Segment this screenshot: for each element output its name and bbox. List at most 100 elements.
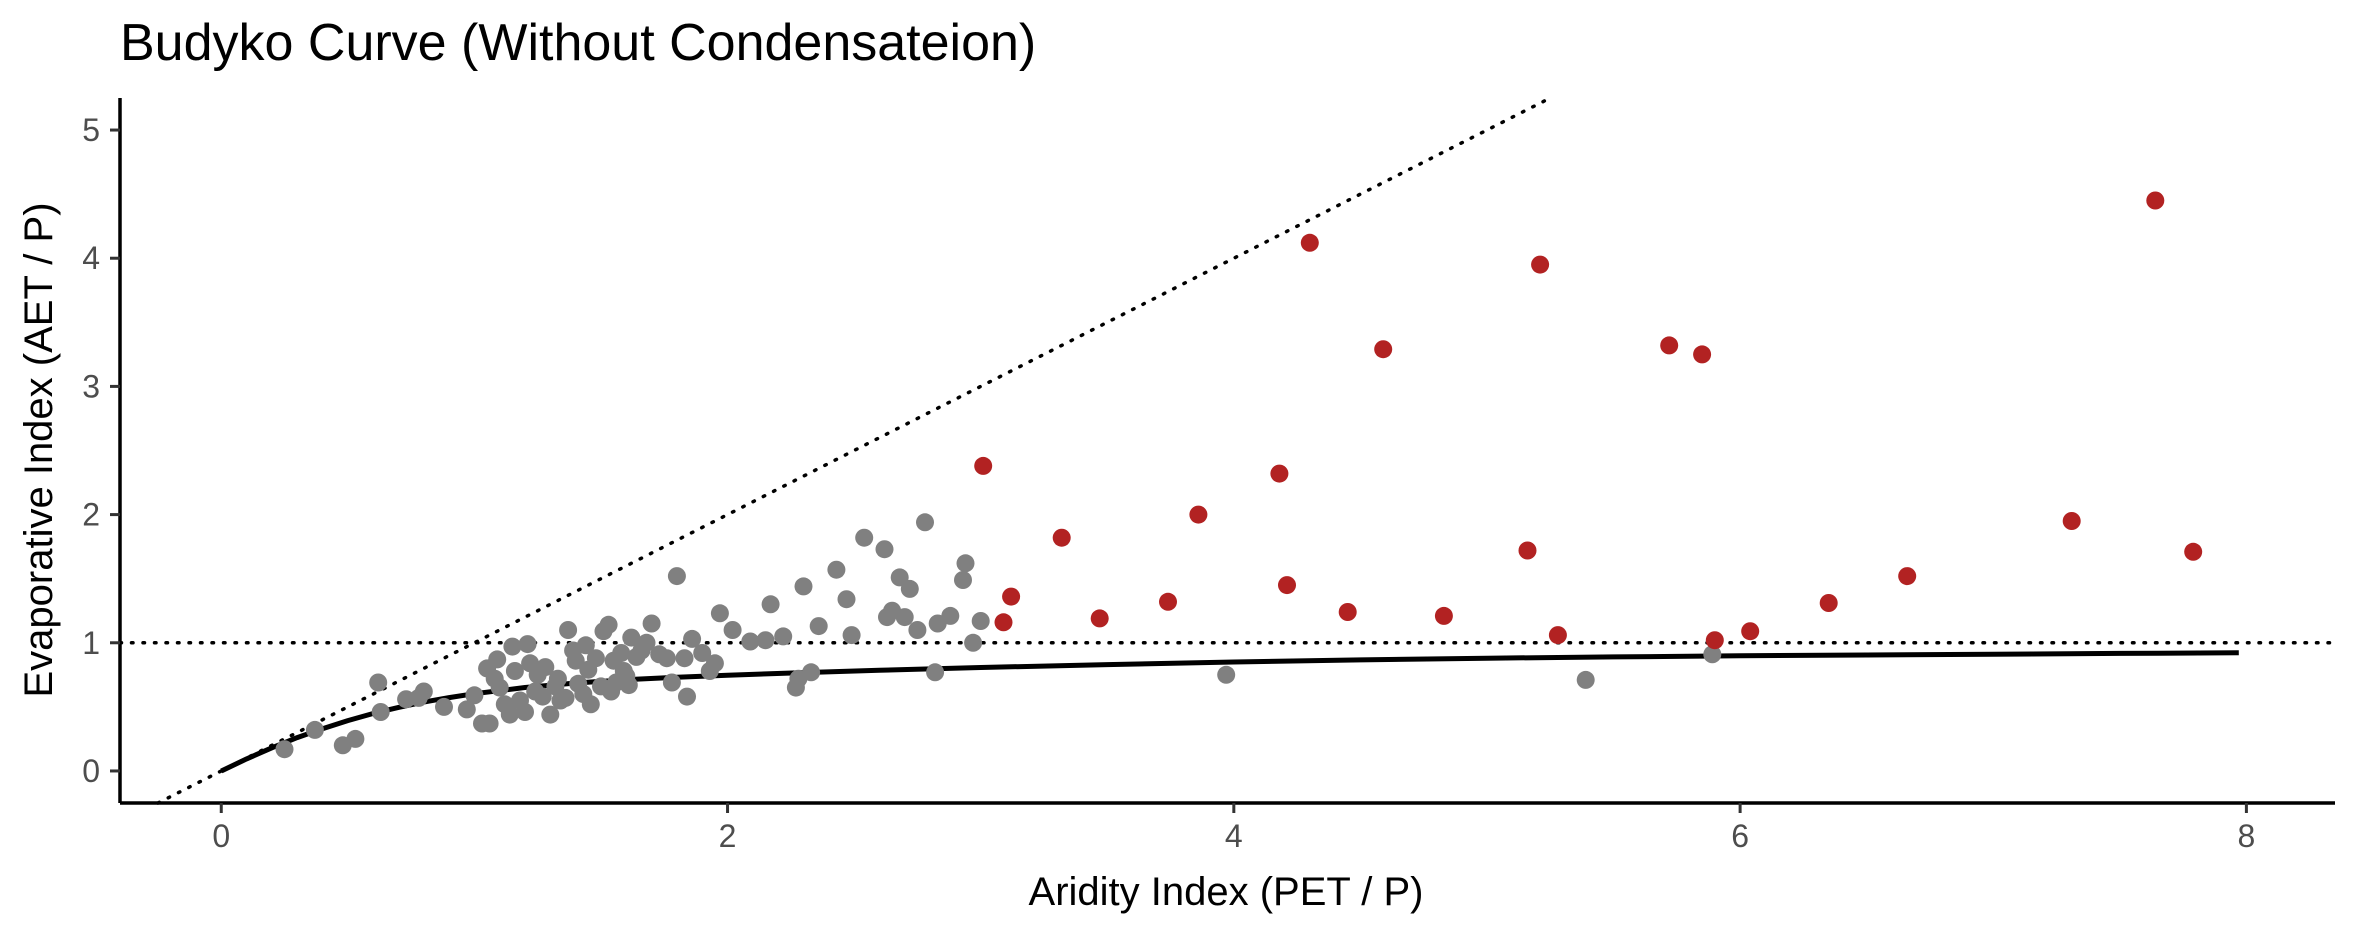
gray-data-point: [305, 720, 324, 739]
red-data-point: [1052, 528, 1071, 547]
gray-data-point: [346, 729, 365, 748]
x-axis-title: Aridity Index (PET / P): [1029, 870, 1424, 914]
gray-data-point: [619, 676, 638, 695]
gray-data-point: [1217, 665, 1236, 684]
gray-data-point: [1576, 670, 1595, 689]
red-data-point: [1434, 606, 1453, 625]
gray-data-point: [802, 663, 821, 682]
gray-data-point: [741, 632, 760, 651]
gray-data-point: [827, 560, 846, 579]
red-data-point: [1819, 594, 1838, 612]
gray-data-point: [457, 700, 476, 719]
gray-data-point: [622, 628, 641, 647]
red-data-point: [1741, 622, 1760, 641]
red-data-point: [1518, 541, 1537, 560]
gray-data-point: [761, 595, 780, 614]
gray-data-point: [488, 650, 507, 669]
red-data-point: [1300, 233, 1319, 252]
red-data-point: [1278, 576, 1296, 595]
gray-data-point: [586, 649, 605, 668]
y-tick-label: 1: [82, 625, 100, 661]
red-data-point: [994, 613, 1013, 632]
y-tick-label: 5: [82, 112, 100, 148]
x-tick-label: 4: [1225, 818, 1243, 854]
gray-data-point: [941, 606, 960, 625]
gray-data-point: [667, 567, 686, 586]
gray-data-point: [369, 673, 388, 692]
gray-data-point: [964, 633, 983, 652]
gray-data-point: [1703, 645, 1722, 664]
gray-data-point: [642, 614, 661, 633]
axes: 0 2 4 6 8 0 1 2 3 4 5: [82, 98, 2335, 854]
red-data-point: [1705, 631, 1724, 650]
gray-data-point: [842, 626, 861, 645]
gray-data-point: [908, 621, 927, 639]
gray-data-point: [536, 658, 555, 677]
red-data-point: [1531, 255, 1550, 274]
gray-data-point: [678, 687, 696, 706]
y-tick-label: 4: [82, 240, 100, 276]
gray-data-point: [275, 740, 294, 759]
gray-data-point: [774, 627, 793, 646]
gray-data-point: [566, 651, 585, 670]
gray-data-point: [576, 636, 595, 655]
red-data-point: [1660, 336, 1679, 355]
y-tick-label: 0: [82, 753, 100, 789]
x-tick-label: 2: [719, 818, 737, 854]
gray-data-point: [675, 649, 694, 668]
gray-data-point: [683, 629, 702, 648]
gray-data-point: [662, 673, 681, 692]
gray-data-point: [693, 644, 712, 662]
x-tick-label: 0: [212, 818, 230, 854]
chart-title: Budyko Curve (Without Condensateion): [120, 14, 1036, 72]
gray-data-point: [710, 604, 729, 623]
gray-data-point: [837, 590, 856, 609]
gray-data-point: [414, 682, 433, 701]
gray-data-point: [637, 633, 656, 652]
gray-data-point: [895, 608, 914, 627]
gray-data-point: [900, 579, 919, 598]
gray-data-point: [599, 615, 618, 634]
energy-limit-line: [156, 96, 1553, 805]
red-data-point: [1898, 567, 1917, 586]
y-tick-label: 3: [82, 368, 100, 404]
x-tick-label: 8: [2238, 818, 2256, 854]
red-data-point: [974, 456, 993, 475]
gray-data-point: [875, 540, 894, 559]
gray-data-point: [559, 621, 578, 639]
gray-data-point: [503, 637, 522, 656]
red-data-point: [1270, 464, 1289, 483]
red-data-point: [2184, 542, 2203, 561]
x-tick-label: 6: [1731, 818, 1749, 854]
gray-data-point: [465, 686, 484, 705]
y-tick-label: 2: [82, 497, 100, 533]
gray-data-point: [794, 577, 813, 596]
gray-data-point: [809, 617, 828, 636]
red-data-point: [2062, 512, 2081, 530]
gray-data-point: [500, 705, 519, 724]
red-data-point: [1189, 505, 1208, 524]
gray-data-point: [556, 688, 575, 707]
scatter-points: [275, 191, 2203, 759]
gray-data-point: [705, 654, 724, 673]
red-data-point: [1002, 587, 1021, 606]
gray-data-point: [518, 635, 537, 654]
gray-data-point: [480, 714, 499, 733]
gray-data-point: [756, 631, 775, 650]
red-data-point: [1374, 340, 1393, 359]
red-data-point: [1090, 609, 1109, 628]
red-data-point: [1159, 592, 1177, 611]
gray-data-point: [954, 571, 972, 589]
gray-data-point: [548, 669, 567, 688]
gray-data-point: [505, 662, 524, 680]
gray-data-point: [533, 687, 552, 706]
red-data-point: [2146, 191, 2165, 210]
gray-data-point: [612, 644, 631, 662]
gray-data-point: [916, 513, 934, 532]
red-data-point: [1693, 345, 1712, 364]
gray-data-point: [581, 695, 600, 714]
gray-data-point: [516, 703, 534, 721]
gray-data-point: [956, 554, 975, 573]
red-data-point: [1548, 626, 1567, 645]
